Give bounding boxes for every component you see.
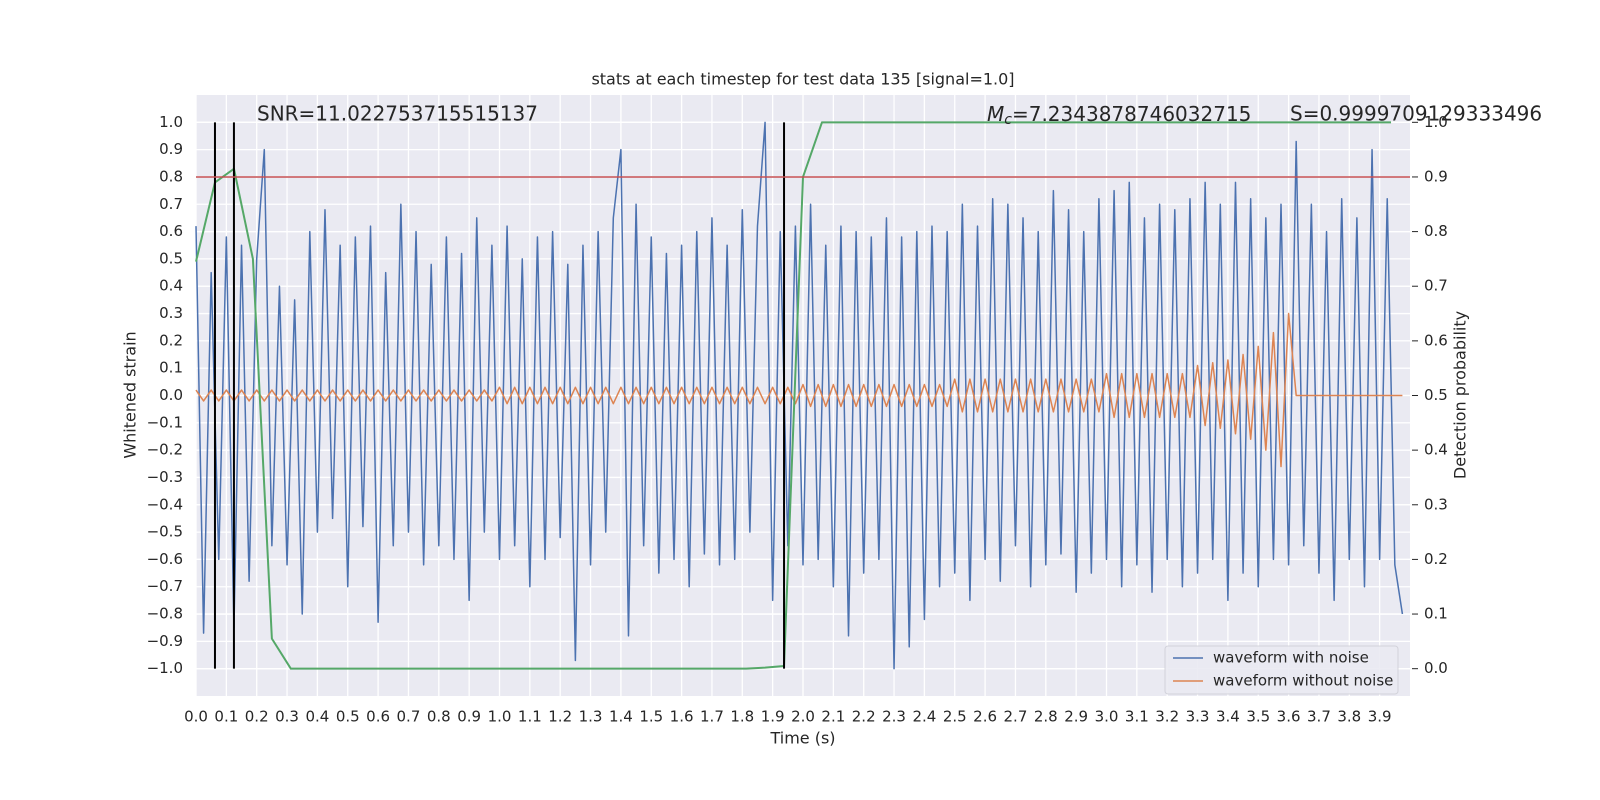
x-tick-label: 1.0 — [488, 708, 512, 726]
x-tick-label: 0.0 — [184, 708, 208, 726]
x-tick-label: 0.5 — [336, 708, 360, 726]
y2-tick-label: 0.9 — [1424, 167, 1448, 185]
mc-subscript: c — [1004, 112, 1012, 128]
x-tick-label: 0.8 — [427, 708, 451, 726]
x-tick-label: 2.0 — [791, 708, 815, 726]
legend-label: waveform with noise — [1213, 649, 1369, 667]
x-tick-label: 3.9 — [1368, 708, 1392, 726]
x-tick-label: 2.4 — [912, 708, 936, 726]
x-tick-label: 2.7 — [1004, 708, 1028, 726]
x-tick-label: 1.5 — [639, 708, 663, 726]
x-tick-label: 3.1 — [1125, 708, 1149, 726]
y-tick-label: 0.6 — [159, 222, 183, 240]
x-axis-label: Time (s) — [769, 729, 835, 748]
y-axis-label: Whitened strain — [121, 331, 140, 458]
x-tick-label: 3.8 — [1337, 708, 1361, 726]
y-tick-label: 0.8 — [159, 167, 183, 185]
y-tick-label: −0.5 — [147, 523, 183, 541]
y2-tick-label: 0.2 — [1424, 550, 1448, 568]
mc-annotation: Mc=7.2343878746032715 — [987, 102, 1251, 129]
mc-value: =7.2343878746032715 — [1012, 102, 1251, 126]
x-tick-label: 1.4 — [609, 708, 633, 726]
y-tick-label: −0.6 — [147, 550, 183, 568]
y2-tick-label: 0.0 — [1424, 659, 1448, 677]
x-tick-label: 0.2 — [245, 708, 269, 726]
y-tick-label: 0.0 — [159, 386, 183, 404]
y-tick-label: 0.3 — [159, 304, 183, 322]
x-tick-label: 2.1 — [821, 708, 845, 726]
series-line — [195, 121, 1392, 670]
x-tick-label: 2.6 — [973, 708, 997, 726]
y2-tick-label: 0.3 — [1424, 495, 1448, 513]
x-tick-label: 3.6 — [1277, 708, 1301, 726]
y-tick-label: −0.1 — [147, 413, 183, 431]
x-tick-label: 2.9 — [1064, 708, 1088, 726]
x-tick-label: 1.9 — [761, 708, 785, 726]
y2-tick-label: 0.6 — [1424, 331, 1448, 349]
snr-annotation: SNR=11.022753715515137 — [257, 102, 538, 126]
y2-tick-label: 0.5 — [1424, 386, 1448, 404]
y-tick-label: −0.3 — [147, 468, 183, 486]
x-tick-label: 2.8 — [1034, 708, 1058, 726]
y2-tick-label: 0.1 — [1424, 605, 1448, 623]
s-annotation: S=0.9999709129333496 — [1290, 102, 1542, 126]
x-tick-label: 0.4 — [305, 708, 329, 726]
x-tick-label: 1.7 — [700, 708, 724, 726]
x-tick-label: 3.7 — [1307, 708, 1331, 726]
y2-axis-label: Detection probability — [1451, 311, 1470, 479]
chart-title: stats at each timestep for test data 135… — [591, 70, 1014, 89]
y2-tick-label: 0.4 — [1424, 441, 1448, 459]
x-tick-label: 1.8 — [730, 708, 754, 726]
x-tick-label: 0.7 — [397, 708, 421, 726]
y2-tick-label: 0.8 — [1424, 222, 1448, 240]
y2-tick-label: 1.0 — [1424, 113, 1448, 131]
x-tick-label: 0.1 — [214, 708, 238, 726]
y2-tick-label: 0.7 — [1424, 277, 1448, 295]
y-tick-label: −0.7 — [147, 577, 183, 595]
x-tick-label: 2.2 — [852, 708, 876, 726]
y-tick-label: −0.9 — [147, 632, 183, 650]
x-tick-label: 2.5 — [943, 708, 967, 726]
legend-box — [1164, 645, 1399, 695]
series-line — [195, 312, 1403, 468]
legend-label: waveform without noise — [1213, 672, 1393, 690]
y-tick-label: −0.4 — [147, 495, 183, 513]
y-tick-label: 0.4 — [159, 277, 183, 295]
x-tick-label: 2.3 — [882, 708, 906, 726]
axes: 0.0 0.1 0.2 0.3 0.4 0.5 0.6 0.7 0.8 0.9 1.0 1.1 1.2 1… — [147, 113, 1448, 726]
x-tick-label: 1.3 — [579, 708, 603, 726]
y-tick-label: 1.0 — [159, 113, 183, 131]
legend: waveform with noise waveform without nois… — [1164, 645, 1399, 695]
y-tick-label: 0.7 — [159, 195, 183, 213]
x-tick-label: 1.2 — [548, 708, 572, 726]
x-tick-label: 3.0 — [1095, 708, 1119, 726]
y-tick-label: 0.5 — [159, 249, 183, 267]
mc-symbol: M — [987, 102, 1004, 126]
y-tick-label: 0.9 — [159, 140, 183, 158]
x-tick-label: 3.2 — [1155, 708, 1179, 726]
y-tick-label: −0.2 — [147, 441, 183, 459]
x-tick-label: 1.1 — [518, 708, 542, 726]
x-tick-label: 0.6 — [366, 708, 390, 726]
x-tick-label: 0.3 — [275, 708, 299, 726]
x-tick-label: 1.6 — [670, 708, 694, 726]
x-tick-label: 3.3 — [1186, 708, 1210, 726]
x-tick-label: 3.4 — [1216, 708, 1240, 726]
y-tick-label: 0.1 — [159, 359, 183, 377]
marks — [195, 121, 1410, 670]
y-tick-label: −1.0 — [147, 659, 183, 677]
y-tick-label: 0.2 — [159, 331, 183, 349]
y-tick-label: −0.8 — [147, 605, 183, 623]
x-tick-label: 0.9 — [457, 708, 481, 726]
x-tick-label: 3.5 — [1246, 708, 1270, 726]
